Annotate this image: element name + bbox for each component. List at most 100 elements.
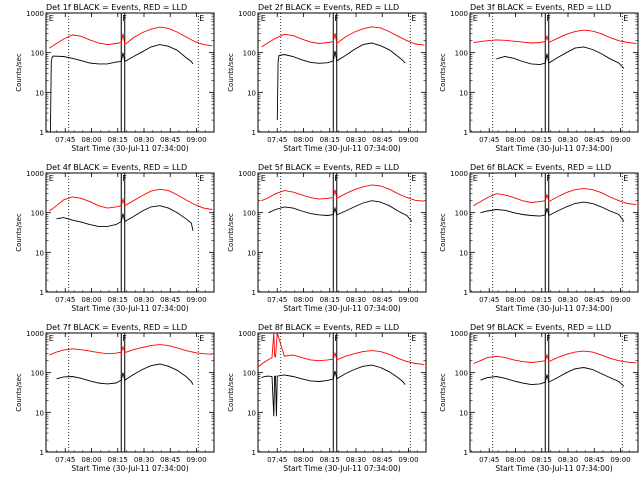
x-tick-label: 08:45 — [372, 456, 392, 464]
x-tick-label: 08:45 — [584, 456, 604, 464]
y-axis-label: Counts/sec — [227, 373, 235, 412]
x-tick-label: 08:45 — [584, 136, 604, 144]
x-tick-label: 08:45 — [160, 456, 180, 464]
detector-panel-4: Det 4f BLACK = Events, RED = LLD 1 10 100 10… — [15, 163, 215, 313]
y-axis-label: Counts/sec — [15, 373, 23, 412]
y-tick-label: 10 — [459, 409, 468, 417]
x-tick-label: 07:45 — [267, 456, 287, 464]
marker-label: E — [261, 334, 266, 343]
panel-title: Det 4f BLACK = Events, RED = LLD — [46, 163, 187, 172]
events-rate-line — [496, 46, 625, 69]
y-tick-label: 1 — [464, 129, 468, 137]
x-tick-label: 08:15 — [108, 136, 128, 144]
y-tick-label: 10 — [247, 89, 256, 97]
lld-rate-line — [261, 184, 425, 202]
marker-label: E — [199, 334, 204, 343]
marker-label: F — [546, 14, 551, 23]
x-tick-label: 08:45 — [372, 296, 392, 304]
y-tick-label: 1000 — [26, 170, 44, 178]
y-tick-label: 1 — [40, 129, 44, 137]
marker-label: E — [261, 174, 266, 183]
y-tick-label: 1000 — [238, 170, 256, 178]
marker-label: E — [49, 334, 54, 343]
y-axis-label: Counts/sec — [439, 373, 447, 412]
marker-label: F — [122, 334, 127, 343]
x-tick-label: 08:15 — [320, 296, 340, 304]
y-axis-label: Counts/sec — [439, 213, 447, 252]
lld-rate-line — [473, 29, 637, 44]
y-tick-label: 1000 — [238, 330, 256, 338]
x-axis-label: Start Time (30-Jul-11 07:34:00) — [495, 304, 612, 313]
y-tick-label: 100 — [243, 370, 256, 378]
x-tick-label: 08:15 — [108, 456, 128, 464]
y-tick-label: 1000 — [26, 330, 44, 338]
y-tick-label: 10 — [247, 249, 256, 257]
marker-label: F — [122, 14, 127, 23]
marker-label: F — [546, 334, 551, 343]
x-axis-label: Start Time (30-Jul-11 07:34:00) — [71, 144, 188, 153]
x-tick-label: 09:00 — [186, 456, 206, 464]
detector-panel-7: Det 7f BLACK = Events, RED = LLD 1 10 100 10… — [15, 323, 215, 473]
y-axis-label: Counts/sec — [15, 53, 23, 92]
lld-rate-line — [473, 350, 637, 364]
plot-frame — [469, 12, 639, 133]
marker-label: E — [261, 14, 266, 23]
marker-label: E — [411, 174, 416, 183]
x-tick-label: 08:45 — [160, 296, 180, 304]
x-tick-label: 08:30 — [134, 136, 154, 144]
x-axis-label: Start Time (30-Jul-11 07:34:00) — [283, 464, 400, 473]
x-tick-label: 08:15 — [532, 296, 552, 304]
marker-label: E — [49, 14, 54, 23]
y-tick-label: 1 — [40, 289, 44, 297]
y-tick-label: 1 — [252, 289, 256, 297]
plot-frame — [469, 172, 639, 293]
plot-frame — [45, 12, 215, 133]
detector-panel-8: Det 8f BLACK = Events, RED = LLD 1 10 100 10… — [227, 323, 427, 473]
events-rate-line — [480, 367, 625, 387]
x-tick-label: 08:00 — [505, 456, 525, 464]
x-tick-label: 08:30 — [558, 456, 578, 464]
x-tick-label: 07:45 — [55, 456, 75, 464]
plot-frame — [257, 12, 427, 133]
y-tick-label: 10 — [35, 89, 44, 97]
y-tick-label: 100 — [455, 50, 468, 58]
plot-frame — [257, 172, 427, 293]
x-tick-label: 09:00 — [610, 456, 630, 464]
detector-panel-1: Det 1f BLACK = Events, RED = LLD 1 10 100 10… — [15, 3, 215, 153]
y-tick-label: 100 — [455, 210, 468, 218]
x-tick-label: 08:30 — [346, 136, 366, 144]
x-tick-label: 08:15 — [532, 136, 552, 144]
x-tick-label: 07:45 — [479, 456, 499, 464]
detector-panel-2: Det 2f BLACK = Events, RED = LLD 1 10 100 10… — [227, 3, 427, 153]
x-tick-label: 08:15 — [532, 456, 552, 464]
events-rate-line — [480, 201, 625, 222]
marker-label: E — [473, 174, 478, 183]
marker-label: E — [473, 14, 478, 23]
x-tick-label: 08:00 — [293, 296, 313, 304]
x-tick-label: 08:30 — [558, 296, 578, 304]
lld-rate-line — [257, 332, 425, 368]
y-tick-label: 10 — [35, 249, 44, 257]
x-axis-label: Start Time (30-Jul-11 07:34:00) — [283, 144, 400, 153]
y-tick-label: 1 — [464, 449, 468, 457]
marker-label: F — [334, 334, 339, 343]
x-tick-label: 08:00 — [505, 136, 525, 144]
x-tick-label: 08:00 — [293, 136, 313, 144]
marker-label: E — [49, 174, 54, 183]
panel-title: Det 1f BLACK = Events, RED = LLD — [46, 3, 187, 12]
y-tick-label: 10 — [459, 249, 468, 257]
y-tick-label: 1000 — [450, 10, 468, 18]
lld-rate-line — [49, 188, 213, 212]
panel-title: Det 8f BLACK = Events, RED = LLD — [258, 323, 399, 332]
x-tick-label: 08:30 — [134, 456, 154, 464]
detector-panel-9: Det 9f BLACK = Events, RED = LLD 1 10 100 10… — [439, 323, 639, 473]
marker-label: E — [199, 14, 204, 23]
x-tick-label: 09:00 — [398, 296, 418, 304]
y-tick-label: 1000 — [450, 330, 468, 338]
x-tick-label: 07:45 — [267, 296, 287, 304]
x-tick-label: 08:00 — [293, 456, 313, 464]
marker-label: E — [199, 174, 204, 183]
x-tick-label: 08:30 — [134, 296, 154, 304]
detector-panel-3: Det 3f BLACK = Events, RED = LLD 1 10 100 10… — [439, 3, 639, 153]
